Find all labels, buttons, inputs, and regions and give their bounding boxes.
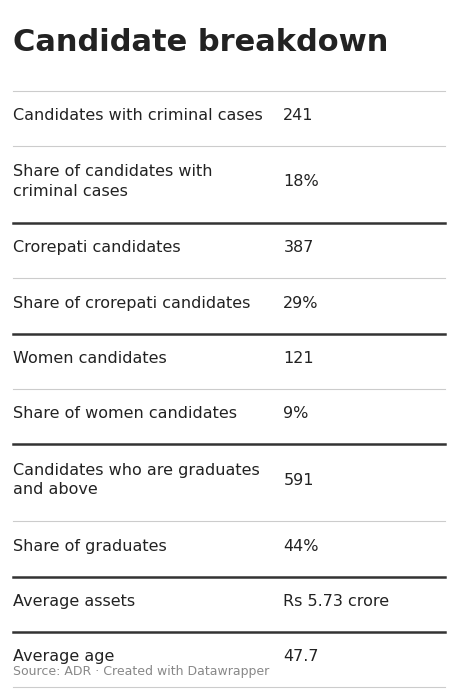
Text: Share of crorepati candidates: Share of crorepati candidates — [13, 296, 251, 311]
Text: Average assets: Average assets — [13, 594, 135, 609]
Text: Candidates who are graduates
and above: Candidates who are graduates and above — [13, 463, 260, 498]
Text: 121: 121 — [283, 351, 314, 366]
Text: Source: ADR · Created with Datawrapper: Source: ADR · Created with Datawrapper — [13, 665, 269, 677]
Text: 29%: 29% — [283, 296, 319, 311]
Text: 9%: 9% — [283, 406, 309, 421]
Text: Candidates with criminal cases: Candidates with criminal cases — [13, 108, 263, 123]
Text: Share of women candidates: Share of women candidates — [13, 406, 237, 421]
Text: Share of graduates: Share of graduates — [13, 539, 167, 554]
Text: 18%: 18% — [283, 174, 319, 189]
Text: Average age: Average age — [13, 649, 115, 664]
Text: Crorepati candidates: Crorepati candidates — [13, 240, 181, 255]
Text: 591: 591 — [283, 473, 314, 487]
Text: 44%: 44% — [283, 539, 319, 554]
Text: Candidate breakdown: Candidate breakdown — [13, 29, 389, 57]
Text: 47.7: 47.7 — [283, 649, 319, 664]
Text: Share of candidates with
criminal cases: Share of candidates with criminal cases — [13, 164, 213, 199]
Text: Rs 5.73 crore: Rs 5.73 crore — [283, 594, 390, 609]
Text: 387: 387 — [283, 240, 314, 255]
Text: Women candidates: Women candidates — [13, 351, 167, 366]
Text: 241: 241 — [283, 108, 314, 123]
